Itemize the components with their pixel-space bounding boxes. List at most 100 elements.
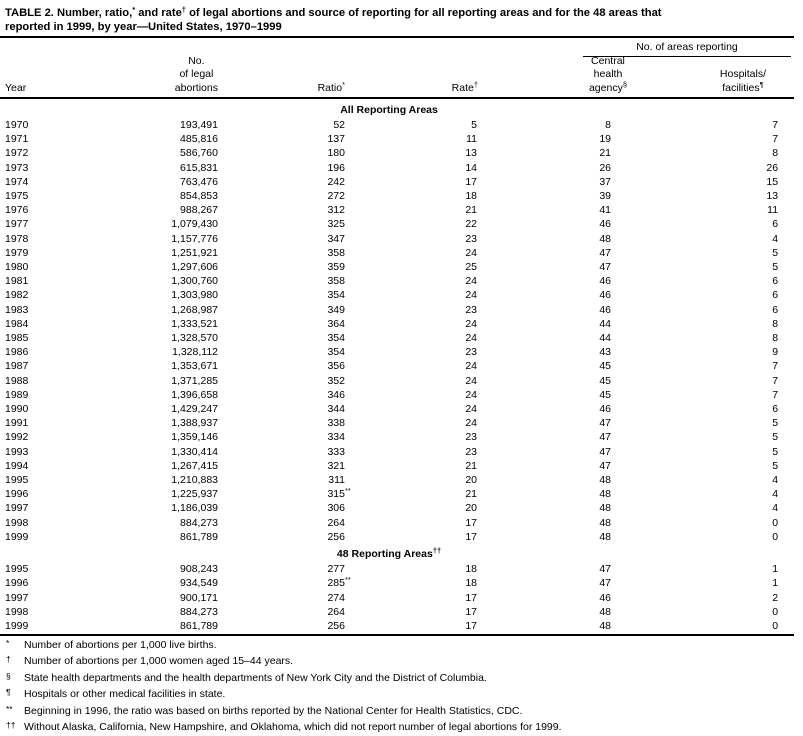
table-cell: 8 (605, 119, 611, 131)
footnotes: * Number of abortions per 1,000 live birt… (5, 638, 795, 736)
footnote-text: Number of abortions per 1,000 women aged… (24, 655, 294, 668)
table-cell: 285** (327, 575, 351, 590)
table-cell: 17 (465, 530, 477, 543)
table-cell: 14 (465, 161, 477, 174)
table-cell: 1985 (5, 332, 29, 345)
table-cell: 1,225,937 (171, 488, 218, 501)
table-cell: 354 (327, 332, 345, 345)
table-title-line2: reported in 1999, by year—United States,… (5, 21, 282, 33)
table-cell: 1,330,414 (171, 445, 218, 458)
table-cell: 344 (327, 403, 345, 416)
footnote-marker: ** (6, 703, 13, 714)
table-cell: 352 (327, 374, 345, 387)
table-cell: 17 (465, 516, 477, 529)
table-cell: 1,079,430 (171, 218, 218, 231)
table-cell: 5 (471, 119, 477, 131)
table-cell: 333 (327, 445, 345, 458)
table-cell: 46 (599, 275, 611, 288)
table-row: 1995 908,243 277 18 47 1 (0, 562, 792, 576)
table-cell: 48 (599, 232, 611, 245)
table-cell: 1988 (5, 374, 29, 387)
table-row: 1996 934,549 285** 18 47 1 (0, 576, 792, 590)
table-cell: 1990 (5, 403, 29, 416)
table-row: 1981 1,300,760 358 24 46 6 (0, 274, 792, 288)
table-cell: 9 (772, 346, 779, 359)
table-cell: 1970 (5, 119, 29, 131)
table-cell: 47 (599, 563, 611, 576)
table-cell: 264 (327, 605, 345, 618)
table-cell: 47 (599, 261, 611, 274)
column-header-hospitals-facilities: Hospitals/facilities¶ (719, 68, 766, 94)
table-cell: 1,333,521 (171, 317, 218, 330)
table-cell: 277 (327, 563, 345, 576)
table-cell: 24 (465, 417, 477, 430)
table-cell: 13 (465, 147, 477, 160)
table-cell: 274 (327, 591, 345, 604)
table-cell: 18 (465, 563, 477, 576)
table-cell: 45 (599, 388, 611, 401)
table-cell: 325 (327, 218, 345, 231)
table-cell: 48 (599, 516, 611, 529)
table-cell: 24 (465, 317, 477, 330)
table-cell: 44 (599, 317, 611, 330)
table-cell: 1998 (5, 605, 29, 618)
section-header-label: All Reporting Areas (340, 103, 438, 116)
table-cell: 1977 (5, 218, 29, 231)
spanner-header-areas-reporting: No. of areas reporting (636, 41, 738, 53)
table-cell: 1980 (5, 261, 29, 274)
table-cell: 26 (766, 161, 779, 174)
table-cell: 46 (599, 218, 611, 231)
footnote: * Number of abortions per 1,000 live birt… (5, 638, 795, 652)
table-row: 1988 1,371,285 352 24 45 7 (0, 374, 792, 388)
table-cell: 311 (328, 474, 345, 487)
table-row: 1998 884,273 264 17 48 0 (0, 605, 792, 619)
table-cell: 1997 (5, 591, 29, 604)
table-cell: 48 (599, 619, 611, 632)
table-cell: 0 (772, 516, 779, 529)
table-cell: 306 (327, 502, 345, 515)
table-row: 1992 1,359,146 334 23 47 5 (0, 430, 792, 444)
table-cell: 4 (772, 502, 779, 515)
table-cell: 45 (599, 374, 611, 387)
table-cell: 1 (772, 563, 779, 576)
table-cell: 46 (599, 289, 611, 302)
table-cell: 1996 (5, 488, 29, 501)
table-title-line1: TABLE 2. Number, ratio,* and rate† of le… (5, 5, 662, 19)
table-row: 1999 861,789 256 17 48 0 (0, 530, 792, 544)
table-cell: 1,388,937 (171, 417, 218, 430)
table-cell: 349 (327, 303, 345, 316)
table-cell: 17 (465, 605, 477, 618)
table-cell: 1,429,247 (171, 403, 218, 416)
data-table: All Reporting Areas 1970 193,491 52 5 8 7 1971 4… (0, 100, 792, 633)
table-cell: 884,273 (180, 605, 218, 618)
table-row: 1979 1,251,921 358 24 47 5 (0, 246, 792, 260)
table-row: 1983 1,268,987 349 23 46 6 (0, 303, 792, 317)
table-cell: 1995 (5, 563, 29, 576)
table-cell: 24 (465, 332, 477, 345)
table-title: TABLE 2. Number, ratio,* and rate† of le… (5, 6, 800, 34)
table-row: 1970 193,491 52 5 8 7 (0, 118, 792, 132)
table-cell: 6 (772, 275, 779, 288)
table-row: 1982 1,303,980 354 24 46 6 (0, 288, 792, 302)
table-cell: 1,297,606 (171, 261, 218, 274)
divider-under-title (0, 36, 794, 38)
table-cell: 884,273 (180, 516, 218, 529)
table-row: 1986 1,328,112 354 23 43 9 (0, 345, 792, 359)
table-cell: 346 (327, 388, 345, 401)
table-cell: 763,476 (180, 175, 218, 188)
table-cell: 46 (599, 403, 611, 416)
table-cell: 24 (465, 289, 477, 302)
table-row: 1978 1,157,776 347 23 48 4 (0, 232, 792, 246)
table-cell: 0 (772, 605, 779, 618)
section-header-label: 48 Reporting Areas†† (336, 545, 442, 560)
table-row: 1989 1,396,658 346 24 45 7 (0, 388, 792, 402)
divider-under-spanner (583, 56, 791, 57)
table-cell: 1,268,987 (171, 303, 218, 316)
table-cell: 1971 (5, 133, 29, 146)
table-cell: 7 (772, 119, 779, 131)
table-cell: 4 (772, 488, 779, 501)
table-cell: 15 (766, 175, 779, 188)
table-cell: 1986 (5, 346, 29, 359)
table-cell: 1982 (5, 289, 29, 302)
table-cell: 6 (772, 218, 779, 231)
